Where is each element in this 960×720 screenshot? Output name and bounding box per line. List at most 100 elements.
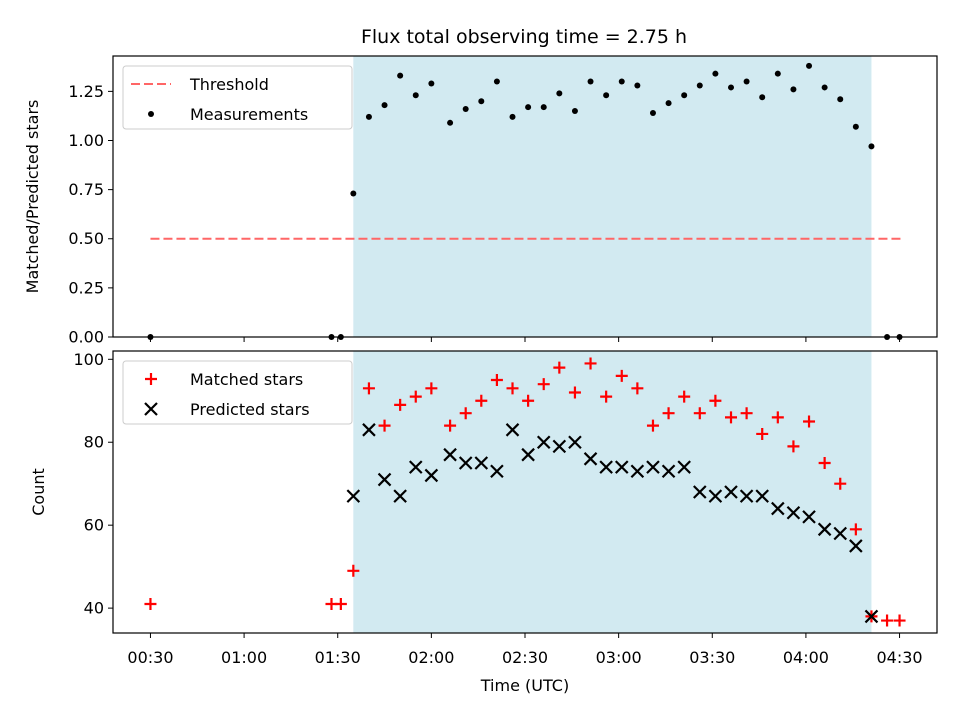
measurement-point [821, 84, 828, 91]
legend-box [122, 65, 353, 130]
matched-point [881, 614, 894, 627]
x-tick-label: 04:30 [876, 648, 922, 667]
matched-point [725, 411, 737, 424]
measurement-point [509, 113, 516, 120]
matched-point [615, 369, 628, 382]
measurement-point [618, 78, 625, 85]
measurement-point [556, 90, 563, 97]
measurement-point [478, 98, 485, 105]
matched-point [646, 419, 659, 432]
x-tick-label: 03:30 [689, 648, 735, 667]
predicted-point [708, 489, 723, 503]
predicted-point [458, 456, 473, 470]
matched-point [522, 394, 535, 407]
matched-point [459, 407, 472, 420]
ratio-panel: 0.00 0.25 0.50 0.75 1.00 1.25 Matched/Predicte… [23, 55, 938, 347]
measurement-point [634, 82, 641, 89]
matched-point [334, 597, 347, 610]
matched-point [409, 390, 422, 403]
matched-point [475, 394, 488, 407]
matched-point [803, 415, 816, 428]
y-axis-label: Matched/Predicted stars [23, 100, 42, 294]
matched-point [506, 382, 519, 395]
legend-label: Threshold [189, 75, 269, 94]
x-axis-label: Time (UTC) [480, 676, 569, 695]
predicted-point [755, 489, 769, 503]
legend-predicted-swatch [144, 402, 158, 416]
measurement-point [525, 104, 532, 111]
measurement-point [649, 109, 656, 116]
measurement-point [696, 82, 703, 89]
predicted-point [362, 423, 376, 437]
predicted-point [474, 456, 489, 470]
x-tick-label: 02:00 [408, 648, 454, 667]
predicted-point [568, 435, 582, 450]
measurement-point [806, 62, 813, 69]
predicted-point [864, 609, 879, 624]
legend-measurement-swatch [148, 111, 154, 117]
matched-point [709, 394, 722, 407]
predicted-point [583, 452, 598, 466]
legend-matched-swatch [145, 373, 157, 385]
count-panel: 40 60 80 100 00:30 01:00 01:30 02:00 02:30 03:00 0… [29, 350, 938, 695]
measurement-point [852, 123, 859, 130]
x-tick-label: 02:30 [502, 648, 548, 667]
predicted-point [817, 522, 832, 537]
measurement-point [447, 119, 454, 126]
matched-point [693, 407, 706, 420]
measurement-point [428, 80, 435, 87]
predicted-point [786, 505, 801, 520]
matched-point [787, 440, 800, 453]
predicted-point [552, 439, 567, 454]
x-tick-label: 01:00 [221, 648, 267, 667]
measurement-point [743, 78, 750, 85]
measurement-point [412, 92, 419, 99]
predicted-point [505, 423, 520, 437]
legend-label: Predicted stars [190, 400, 310, 419]
matched-point [362, 382, 375, 395]
measurement-point [587, 78, 594, 85]
measurement-point [790, 86, 797, 93]
matched-point [818, 456, 831, 469]
legend-label: Measurements [190, 105, 308, 124]
predicted-point [490, 464, 504, 479]
x-tick-label: 04:00 [783, 648, 829, 667]
legend-box [122, 360, 353, 425]
matched-point [553, 361, 566, 374]
predicted-point [677, 460, 691, 474]
matched-point [662, 407, 675, 420]
y-tick-label: 0.25 [68, 278, 104, 297]
series-measurements [147, 62, 903, 340]
chart-title: Flux total observing time = 2.75 h [361, 26, 687, 48]
y-tick-label: 0.00 [68, 328, 104, 347]
predicted-point [724, 485, 738, 499]
legend: Threshold Measurements [122, 65, 353, 130]
predicted-point [833, 526, 848, 541]
predicted-point [443, 447, 457, 462]
measurement-point [759, 94, 766, 101]
matched-point [347, 564, 360, 577]
predicted-point [661, 464, 676, 479]
predicted-point [599, 460, 613, 474]
matched-point [537, 378, 550, 391]
matched-point [568, 386, 581, 399]
matched-point [756, 427, 769, 440]
measurement-point [728, 84, 734, 91]
matched-point [144, 597, 157, 610]
predicted-point [377, 472, 392, 487]
y-tick-label: 40 [84, 599, 104, 618]
predicted-point [802, 510, 816, 524]
measurement-point [397, 72, 404, 79]
matched-point [771, 411, 784, 424]
measurement-point [837, 96, 844, 103]
predicted-point [424, 468, 439, 483]
predicted-point [646, 460, 660, 474]
series-matched-stars [144, 357, 906, 627]
matched-point [584, 357, 597, 370]
predicted-point [521, 447, 535, 462]
matched-point [600, 390, 613, 403]
predicted-point [630, 464, 645, 479]
measurement-point [365, 113, 372, 120]
measurement-point [571, 108, 578, 115]
